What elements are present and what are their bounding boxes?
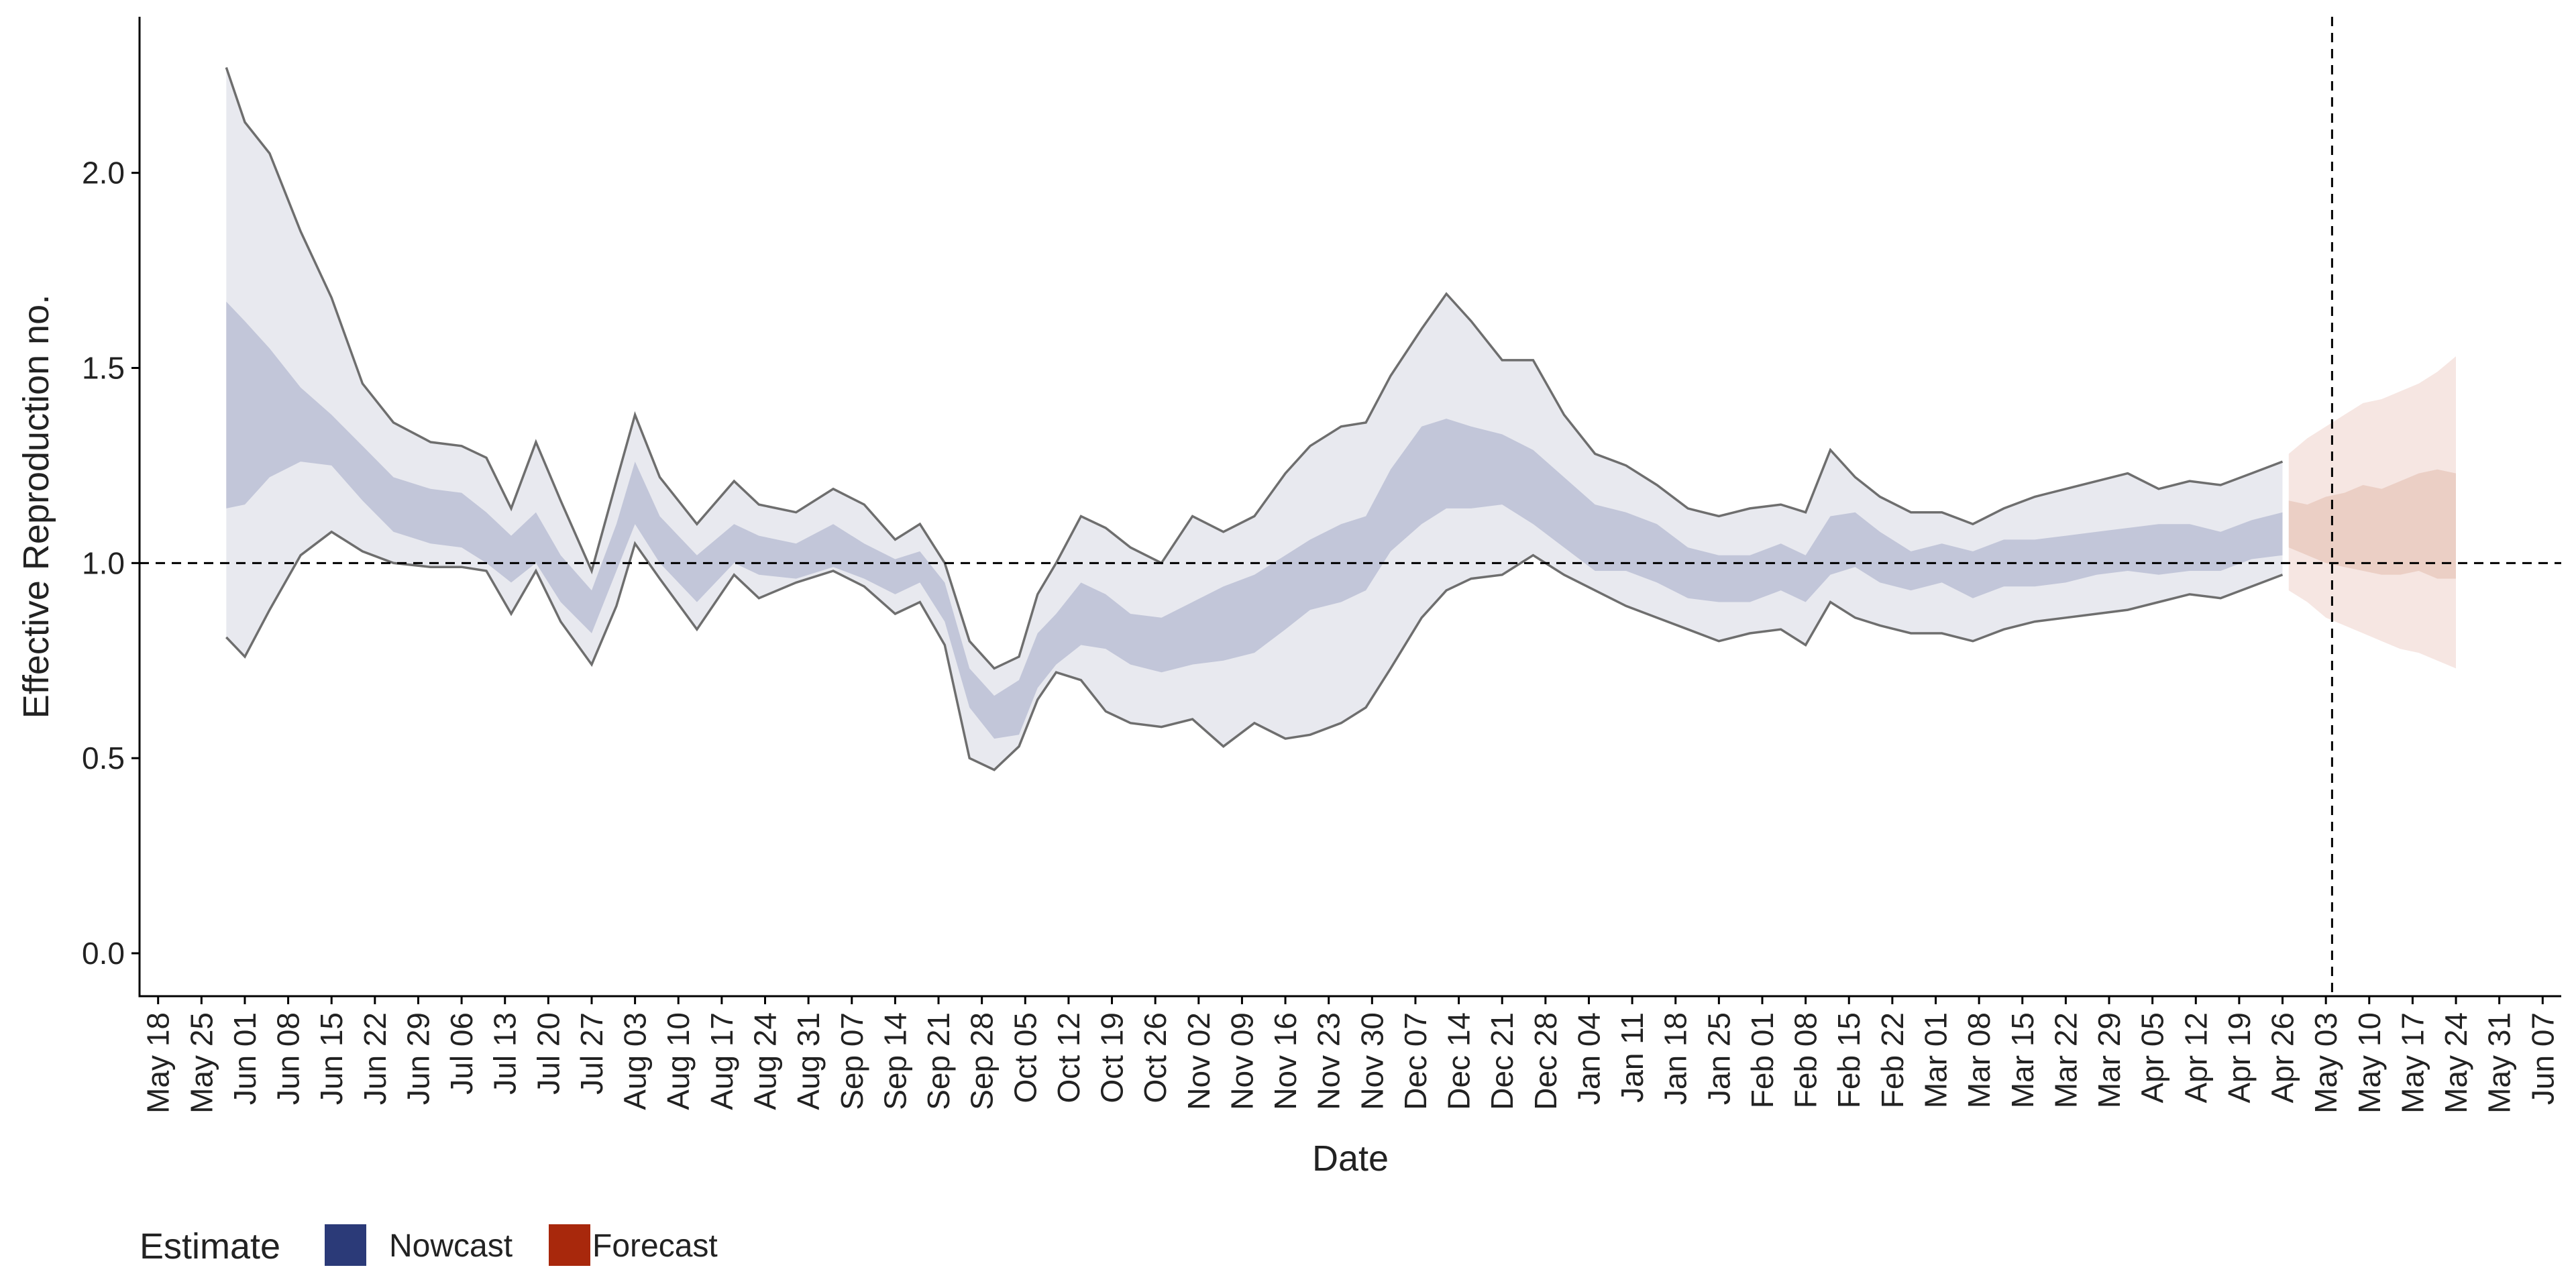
x-tick-label: Feb 15 (1831, 1012, 1866, 1108)
nowcast-outer-band (226, 67, 2283, 770)
x-tick-label: Feb 01 (1745, 1012, 1780, 1108)
x-tick-label: Dec 14 (1442, 1012, 1477, 1110)
nowcast-inner-band (226, 301, 2283, 739)
x-tick-label: Sep 28 (965, 1012, 1000, 1110)
x-tick-label: Jun 07 (2525, 1012, 2560, 1105)
x-tick-label: Dec 28 (1528, 1012, 1563, 1110)
x-tick-label: May 10 (2352, 1012, 2387, 1114)
x-tick-label: Mar 29 (2092, 1012, 2127, 1108)
x-tick-label: May 17 (2395, 1012, 2430, 1114)
legend-title: Estimate (140, 1226, 280, 1267)
x-tick-label: Apr 26 (2265, 1012, 2300, 1104)
y-axis-title: Effective Reproduction no. (16, 294, 56, 718)
x-tick-label: Dec 07 (1398, 1012, 1433, 1110)
nowcast-upper-bound-line (225, 67, 2284, 670)
x-axis: May 18 May 25 Jun 01 Jun 08 Jun 15 Jun 22 Jun … (138, 995, 2561, 1179)
x-tick-label: May 31 (2482, 1012, 2517, 1114)
x-axis-title: Date (1312, 1138, 1389, 1179)
x-tick-label: Oct 05 (1008, 1012, 1042, 1104)
x-tick-label: Nov 09 (1224, 1012, 1259, 1110)
y-tick-label: 1.5 (82, 351, 125, 386)
estimate-bands (226, 67, 2456, 770)
x-tick-label: Sep 07 (835, 1012, 869, 1110)
plot-area (140, 17, 2561, 996)
x-tick-label: Jan 11 (1615, 1012, 1650, 1103)
x-tick-label: May 18 (141, 1012, 176, 1114)
x-tick-label: Sep 14 (877, 1012, 912, 1110)
x-tick-label: Jun 01 (227, 1012, 262, 1105)
x-tick-label: Jul 27 (574, 1012, 609, 1095)
x-tick-label: Nov 02 (1181, 1012, 1216, 1110)
x-tick-label: Dec 21 (1485, 1012, 1519, 1110)
x-tick-label: Jun 15 (314, 1012, 349, 1105)
x-tick-label: Jun 08 (271, 1012, 306, 1105)
x-tick-label: Aug 24 (748, 1012, 783, 1110)
x-tick-label: Aug 31 (791, 1012, 826, 1110)
legend-swatch-forecast (549, 1224, 590, 1266)
y-tick-label: 0.0 (82, 936, 125, 971)
x-tick-label: Sep 21 (921, 1012, 956, 1110)
x-tick-label: Aug 17 (704, 1012, 739, 1110)
y-tick-label: 2.0 (82, 156, 125, 191)
x-tick-label: Nov 16 (1268, 1012, 1303, 1110)
x-tick-label: Oct 26 (1138, 1012, 1173, 1104)
x-tick-label: Mar 01 (1919, 1012, 1953, 1108)
x-tick-label: Nov 30 (1354, 1012, 1389, 1110)
x-tick-label: Feb 08 (1788, 1012, 1823, 1108)
x-tick-label: Mar 15 (2005, 1012, 2040, 1108)
legend: Estimate Nowcast Forecast (140, 1224, 718, 1267)
x-tick-label: Feb 22 (1875, 1012, 1910, 1108)
legend-swatch-nowcast (325, 1224, 366, 1266)
legend-label-forecast: Forecast (592, 1228, 718, 1264)
x-tick-label: Mar 22 (2048, 1012, 2083, 1108)
x-tick-label: May 03 (2308, 1012, 2343, 1114)
x-tick-label: Jan 25 (1701, 1012, 1736, 1105)
x-tick-label: Apr 12 (2178, 1012, 2213, 1104)
x-tick-label: May 24 (2438, 1012, 2473, 1114)
y-tick-label: 1.0 (82, 545, 125, 580)
x-tick-label: Jun 22 (358, 1012, 392, 1105)
forecast-inner-band (2288, 469, 2456, 579)
x-tick-label: Oct 12 (1051, 1012, 1086, 1104)
x-tick-label: Jan 18 (1658, 1012, 1693, 1105)
x-tick-label: Nov 23 (1311, 1012, 1346, 1110)
x-tick-label: Jun 29 (401, 1012, 436, 1105)
x-ticks: May 18 May 25 Jun 01 Jun 08 Jun 15 Jun 22 Jun … (141, 996, 2560, 1114)
x-tick-label: Jul 13 (488, 1012, 523, 1095)
y-tick-label: 0.5 (82, 741, 125, 775)
x-tick-label: Apr 19 (2222, 1012, 2257, 1104)
legend-label-nowcast: Nowcast (389, 1228, 513, 1264)
x-tick-label: Oct 19 (1095, 1012, 1130, 1104)
x-tick-label: May 25 (184, 1012, 219, 1114)
x-tick-label: Jan 04 (1572, 1012, 1607, 1105)
x-tick-label: Mar 08 (1962, 1012, 1996, 1108)
outer-bound-lines (225, 67, 2284, 771)
y-axis: 0.0 0.5 1.0 1.5 2.0 Effective Reproduction n… (16, 17, 141, 998)
x-tick-label: Aug 10 (661, 1012, 696, 1110)
x-tick-label: Jul 06 (444, 1012, 479, 1095)
x-tick-label: Jul 20 (531, 1012, 566, 1095)
x-tick-label: Aug 03 (618, 1012, 653, 1110)
y-ticks: 0.0 0.5 1.0 1.5 2.0 (82, 156, 140, 971)
x-tick-label: Apr 05 (2135, 1012, 2170, 1104)
nowcast-lower-bound-line (225, 530, 2284, 771)
